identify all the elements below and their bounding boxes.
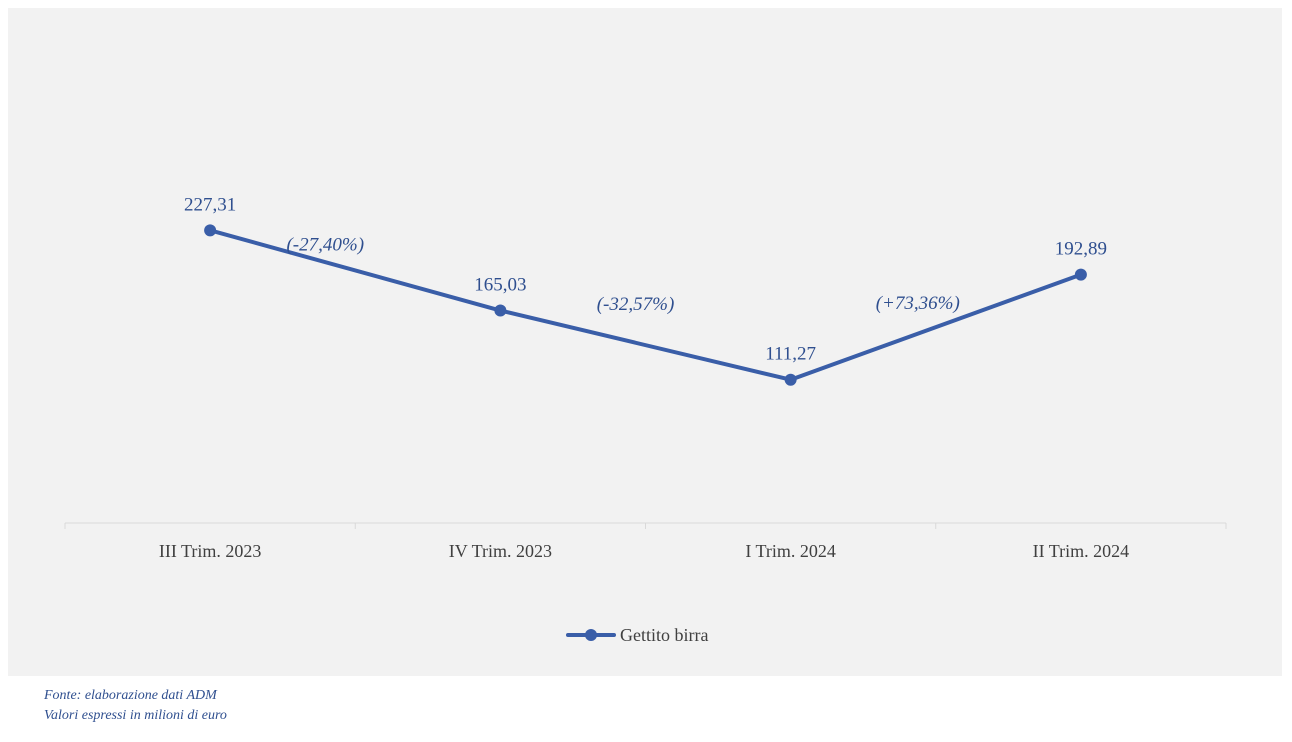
x-tick-label: II Trim. 2024 [1033,541,1130,561]
x-tick-label: III Trim. 2023 [159,541,262,561]
line-chart: III Trim. 2023 IV Trim. 2023 I Trim. 2024 I… [64,194,1227,645]
change-label: (-27,40%) [286,234,364,255]
value-label: 111,27 [765,344,816,365]
value-label: 192,89 [1055,239,1107,260]
legend-label: Gettito birra [620,625,708,645]
x-tick-label: I Trim. 2024 [745,541,836,561]
value-label: 227,31 [184,194,236,215]
chart-area: III Trim. 2023 IV Trim. 2023 I Trim. 2024 I… [8,8,1282,676]
value-label: 165,03 [474,275,526,296]
change-label: (+73,36%) [876,293,960,314]
legend-marker [585,629,597,641]
source-note: Fonte: elaborazione dati ADM [44,688,217,703]
change-label: (-32,57%) [597,294,675,315]
series-line [208,228,1083,382]
units-note: Valori espressi in milioni di euro [44,708,227,723]
data-point [784,373,797,386]
data-point [1074,268,1087,281]
footnotes: Fonte: elaborazione dati ADM Valori espr… [44,686,227,726]
x-tick-label: IV Trim. 2023 [449,541,552,561]
data-point [204,224,217,237]
data-point [494,304,507,317]
